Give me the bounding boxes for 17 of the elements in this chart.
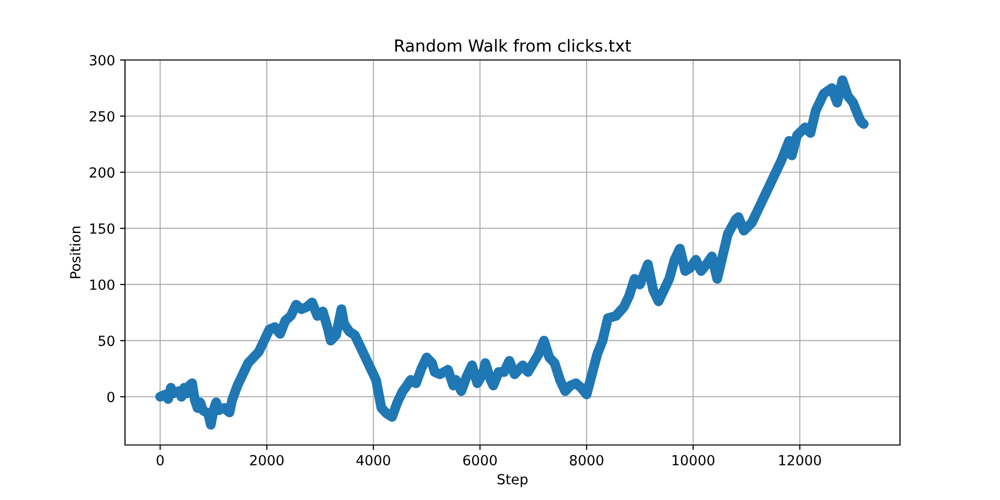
x-tick-label: 12000 xyxy=(779,454,821,466)
y-tick-label: 0 xyxy=(107,392,114,402)
chart-title: Random Walk from clicks.txt xyxy=(395,39,631,52)
y-tick-label: 300 xyxy=(90,54,114,66)
x-tick-label: 8000 xyxy=(570,454,604,466)
x-tick-label: 6000 xyxy=(463,454,497,466)
y-tick-label: 250 xyxy=(90,111,114,122)
x-tick-label: 0 xyxy=(156,454,164,466)
y-axis-title: Position xyxy=(70,226,81,278)
x-axis-title: Step xyxy=(498,474,528,488)
y-tick-label: 50 xyxy=(98,336,114,346)
x-tick-label: 4000 xyxy=(356,454,390,466)
x-tick-label: 2000 xyxy=(250,454,284,466)
x-tick-label: 10000 xyxy=(672,454,714,466)
y-tick-label: 150 xyxy=(90,223,114,234)
y-tick-label: 100 xyxy=(90,279,114,290)
y-tick-label: 200 xyxy=(90,167,114,178)
